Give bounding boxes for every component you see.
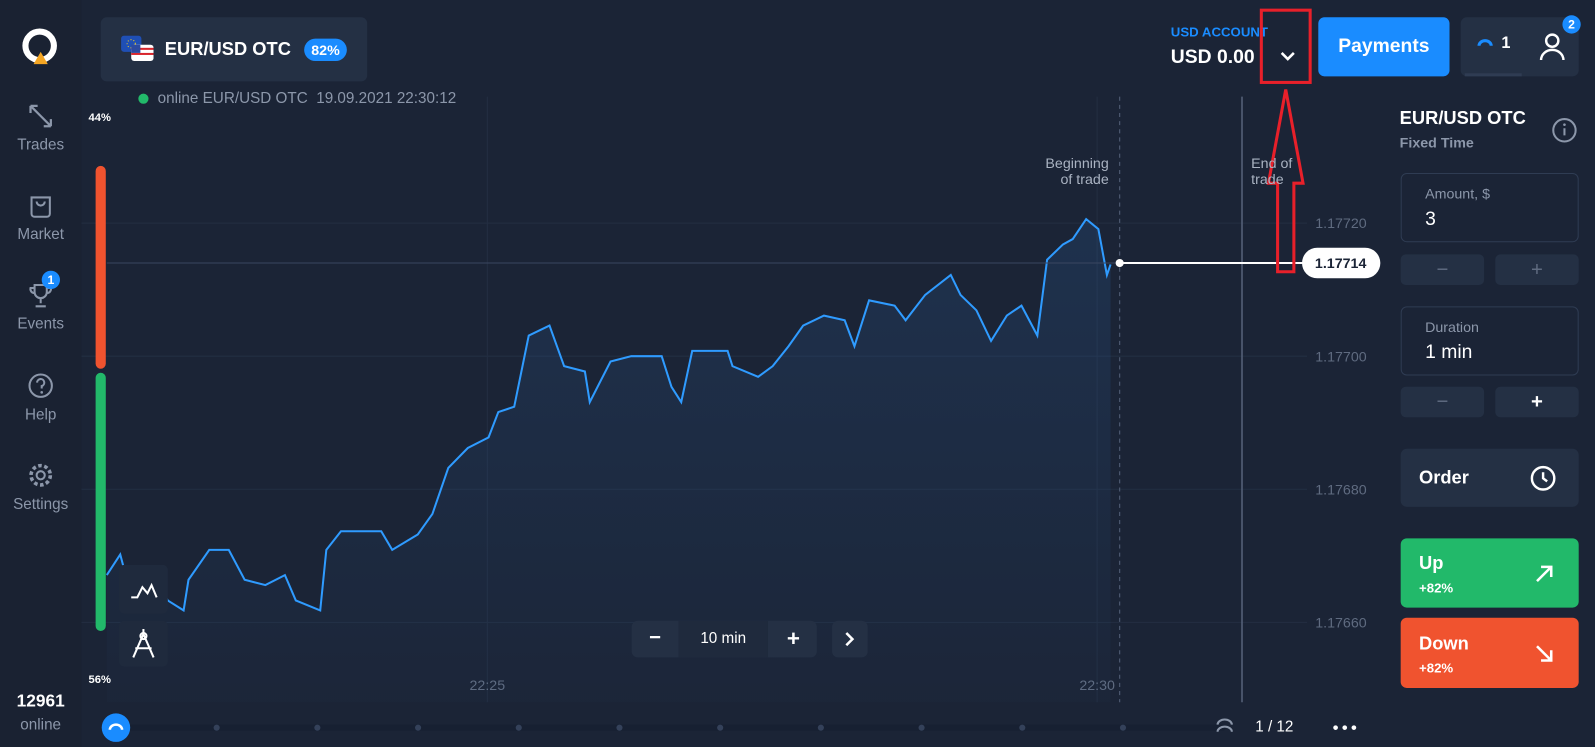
label-line: End of <box>1251 154 1293 171</box>
amount-minus[interactable]: − <box>1400 254 1485 285</box>
profile-button[interactable]: 2 <box>1526 15 1581 76</box>
profile-icon <box>1539 33 1565 61</box>
duration-value: 1 min <box>1425 341 1473 364</box>
sentiment-up-label: 44% <box>88 111 111 125</box>
logo[interactable] <box>21 27 60 66</box>
nav-market[interactable]: Market <box>0 191 81 243</box>
sentiment-bar <box>95 372 106 631</box>
sentiment-bar <box>95 165 106 369</box>
y-tick-label: 1.17720 <box>1315 216 1367 232</box>
clock-icon <box>1530 465 1556 491</box>
payments-button[interactable]: Payments <box>1318 17 1450 77</box>
up-payout: +82% <box>1418 580 1454 596</box>
order-button[interactable]: Order <box>1400 448 1579 507</box>
nav-label: Help <box>24 406 57 424</box>
indicator-tool[interactable] <box>119 564 168 614</box>
nav-help[interactable]: Help <box>0 371 81 423</box>
open-trades-count: 1 <box>1501 34 1511 52</box>
drawing-tool[interactable] <box>119 620 168 667</box>
profile-badge: 2 <box>1562 15 1581 34</box>
panel-asset: EUR/USD OTC <box>1399 107 1526 129</box>
account-label[interactable]: USD ACCOUNT <box>1170 24 1269 40</box>
nav-settings[interactable]: Settings <box>0 461 81 513</box>
price-line <box>105 217 1112 613</box>
current-price-tag <box>1302 247 1381 279</box>
trades-icon <box>29 104 52 128</box>
zoom-out[interactable]: − <box>649 626 662 650</box>
duration-field[interactable]: Duration 1 min <box>1400 306 1579 376</box>
events-badge: 1 <box>41 270 61 290</box>
y-tick-label: 1.17660 <box>1315 615 1367 631</box>
open-trades[interactable]: 1 <box>1461 17 1526 77</box>
panel-mode: Fixed Time <box>1399 134 1474 151</box>
settings-icon <box>29 463 53 487</box>
amount-value: 3 <box>1425 208 1436 231</box>
down-arrow <box>1536 645 1553 662</box>
y-tick-label: 1.17680 <box>1315 482 1367 498</box>
indicator-icon <box>131 582 158 599</box>
timeframe-value[interactable]: 10 min <box>700 629 747 648</box>
down-label: Down <box>1418 633 1469 654</box>
nav-trades[interactable]: Trades <box>0 102 81 154</box>
online-label: online <box>20 716 62 734</box>
duration-label: Duration <box>1425 318 1479 335</box>
online-dot <box>138 93 149 104</box>
timeline <box>101 713 1357 742</box>
up-arrow <box>1536 565 1553 583</box>
down-payout: +82% <box>1418 660 1454 676</box>
current-price-dot <box>1115 258 1124 268</box>
asset-name: EUR/USD OTC <box>164 38 291 60</box>
nav-label: Trades <box>17 136 65 154</box>
up-label: Up <box>1418 552 1444 573</box>
label-line: Beginning <box>1045 154 1109 171</box>
down-button[interactable]: Down +82% <box>1400 617 1579 688</box>
pager: 1 / 12 <box>1255 718 1294 736</box>
up-button[interactable]: Up +82% <box>1400 538 1579 608</box>
chart-status: online EUR/USD OTC 19.09.2021 22:30:12 <box>157 89 457 107</box>
duration-minus[interactable]: − <box>1400 386 1485 418</box>
sentiment-down-label: 56% <box>88 673 111 686</box>
nav-label: Events <box>17 315 65 333</box>
tab-underline <box>1464 73 1522 77</box>
events-icon <box>29 283 52 308</box>
price-area <box>106 219 1111 703</box>
timeframe-control: − 10 min + <box>631 620 817 658</box>
payout-badge: 82% <box>304 38 347 62</box>
next-icon <box>845 632 855 647</box>
sidebar: Trades Market Events 1 Help Settings 129… <box>0 0 82 747</box>
info-icon[interactable] <box>1551 117 1577 143</box>
nav-label: Settings <box>13 495 69 513</box>
market-icon <box>30 196 51 218</box>
amount-field[interactable]: Amount, $ 3 <box>1400 173 1579 243</box>
trades-mini-icon <box>1477 39 1493 47</box>
y-tick-label: 1.17700 <box>1315 349 1367 365</box>
trade-end-label: End of trade <box>1251 155 1292 188</box>
online-count: 12961 <box>16 691 65 711</box>
scroll-next[interactable] <box>832 620 868 658</box>
duration-plus[interactable]: + <box>1495 386 1579 418</box>
drawing-icon <box>132 628 155 658</box>
account-box <box>1460 17 1579 77</box>
current-price-label: 1.17714 <box>1315 256 1367 272</box>
nav-label: Market <box>17 225 65 244</box>
trade-begin-label: Beginning of trade <box>1007 154 1109 188</box>
amount-label: Amount, $ <box>1425 185 1491 202</box>
timeframe-bg <box>678 620 768 658</box>
annotation <box>1259 8 1312 274</box>
zoom-in[interactable]: + <box>786 625 800 652</box>
nav-events[interactable]: Events 1 <box>0 270 81 333</box>
flag-icon <box>121 35 154 62</box>
account-balance[interactable]: USD 0.00 <box>1170 46 1255 69</box>
asset-selector[interactable]: EUR/USD OTC 82% <box>100 17 368 82</box>
order-label: Order <box>1418 467 1469 488</box>
account-dropdown[interactable] <box>1278 48 1298 64</box>
help-icon <box>28 373 53 398</box>
label-line: of trade <box>1060 170 1109 188</box>
label-line: trade <box>1251 170 1284 188</box>
amount-plus[interactable]: + <box>1495 254 1579 285</box>
